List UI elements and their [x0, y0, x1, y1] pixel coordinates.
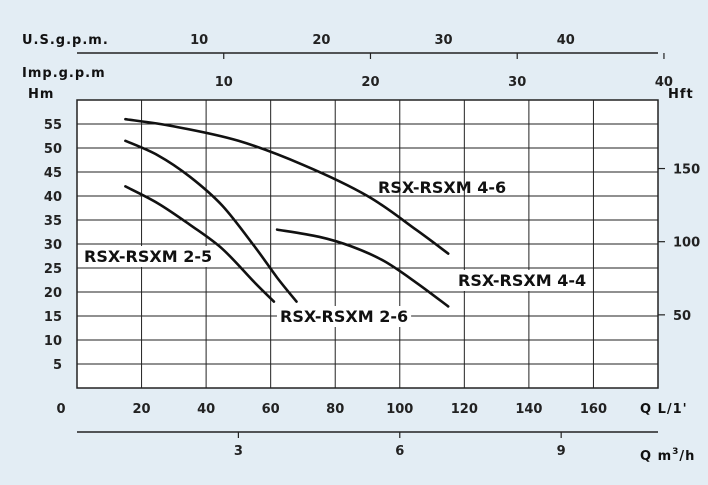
- curve-label-rsx-rsxm-2-5: RSX-RSXM 2-5: [84, 247, 212, 266]
- hm-tick-label: 40: [44, 190, 62, 205]
- curve-label-rsx-rsxm-4-6: RSX-RSXM 4-6: [378, 178, 506, 197]
- hm-axis-label: Hm: [28, 87, 54, 102]
- lmin-tick-label: 40: [197, 402, 215, 417]
- curve-rsx-rsxm-4-6: [124, 117, 450, 255]
- m3h-tick-label: 6: [395, 444, 404, 459]
- performance-curves: [124, 117, 450, 308]
- grid-lines: [76, 99, 659, 388]
- lmin-tick-label: 100: [386, 402, 413, 417]
- hm-tick-label: 20: [44, 286, 62, 301]
- hm-tick-label: 15: [44, 310, 62, 325]
- usgpm-tick-label: 30: [435, 33, 453, 48]
- q-m3h-axis-label: Q m3/h: [640, 447, 695, 464]
- hft-tick-label: 50: [673, 309, 691, 324]
- usgpm-axis-label: U.S.g.p.m.: [22, 33, 109, 48]
- curve-label-rsx-rsxm-4-4: RSX-RSXM 4-4: [458, 271, 586, 290]
- lmin-tick-label: 160: [580, 402, 607, 417]
- q-m3h-axis-label-tail: /h: [679, 449, 695, 464]
- usgpm-tick-label: 20: [312, 33, 330, 48]
- curve-rsx-rsxm-2-6: [124, 139, 298, 303]
- hm-tick-label: 5: [53, 358, 62, 373]
- lmin-tick-label: 140: [515, 402, 542, 417]
- secondary-axes: [77, 52, 665, 438]
- curve-rsx-rsxm-2-5: [124, 185, 276, 303]
- curve-label-background: [81, 246, 216, 267]
- lmin-tick-label: 0: [56, 402, 65, 417]
- curve-label-rsx-rsxm-2-6: RSX-RSXM 2-6: [280, 307, 408, 326]
- q-m3h-axis-label-sup: 3: [672, 447, 679, 457]
- impgpm-axis-label: Imp.g.p.m: [22, 66, 106, 81]
- hft-tick-label: 100: [673, 236, 700, 251]
- lmin-tick-label: 120: [451, 402, 478, 417]
- m3h-tick-label: 9: [557, 444, 566, 459]
- q-lmin-axis-label: Q L/1': [640, 402, 688, 417]
- curve-label-background: [455, 270, 590, 291]
- usgpm-tick-label: 40: [557, 33, 575, 48]
- lmin-tick-label: 80: [326, 402, 344, 417]
- curve-label-background: [277, 306, 412, 327]
- hm-tick-label: 10: [44, 334, 62, 349]
- curve-rsx-rsxm-4-4: [275, 228, 450, 308]
- curve-labels: RSX-RSXM 4-6 RSX-RSXM 2-6 RSX-RSXM 2-5 RSX-…: [81, 178, 590, 327]
- hft-tick-label: 150: [673, 163, 700, 178]
- q-m3h-axis-label-main: Q m: [640, 449, 672, 464]
- impgpm-tick-label: 10: [215, 75, 233, 90]
- impgpm-tick-label: 20: [361, 75, 379, 90]
- hm-tick-label: 30: [44, 238, 62, 253]
- hm-tick-label: 45: [44, 166, 62, 181]
- lmin-tick-label: 20: [133, 402, 151, 417]
- m3h-tick-label: 3: [234, 444, 243, 459]
- lmin-tick-label: 60: [262, 402, 280, 417]
- impgpm-tick-label: 40: [655, 75, 673, 90]
- usgpm-tick-label: 10: [190, 33, 208, 48]
- hm-tick-label: 55: [44, 118, 62, 133]
- impgpm-tick-label: 30: [508, 75, 526, 90]
- hm-tick-label: 25: [44, 262, 62, 277]
- hm-tick-label: 35: [44, 214, 62, 229]
- hft-axis-label: Hft: [668, 87, 694, 102]
- hm-tick-label: 50: [44, 142, 62, 157]
- tick-labels: 5 10 15 20 25 30 35 40 45 50 55 0 20 40 60 80 100 120 140 1…: [44, 33, 700, 459]
